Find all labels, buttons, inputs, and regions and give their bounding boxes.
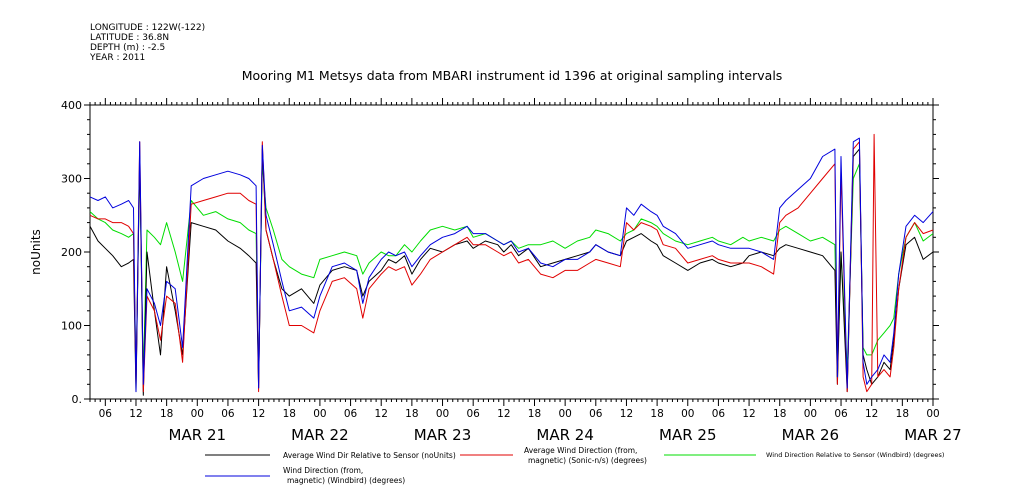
x-hour-tick-label: 00 — [681, 408, 694, 420]
x-hour-tick-label: 12 — [742, 408, 755, 420]
x-hour-tick-label: 12 — [129, 408, 142, 420]
x-hour-tick-label: 18 — [283, 408, 296, 420]
meta-longitude: LONGITUDE : 122W(-122) — [90, 23, 205, 33]
y-tick-label: 400 — [61, 99, 82, 112]
y-tick-label: 200 — [61, 246, 82, 259]
x-hour-tick-label: 12 — [865, 408, 878, 420]
x-axis: 06 12 18 00 06 12 18 00 06 12 18 00 06 12 18 00 06 12 18 00… — [89, 98, 962, 444]
series-line-1 — [89, 133, 934, 393]
x-hour-tick-label: 06 — [712, 408, 726, 420]
y-tick-label: 300 — [61, 173, 82, 186]
x-hour-tick-label: 00 — [436, 408, 449, 420]
x-hour-tick-label: 18 — [773, 408, 786, 420]
x-hour-tick-label: 12 — [620, 408, 633, 420]
x-hour-tick-label: 18 — [528, 408, 541, 420]
chart-title: Mooring M1 Metsys data from MBARI instru… — [242, 68, 783, 83]
x-hour-tick-label: 06 — [466, 408, 480, 420]
x-hour-tick-label: 06 — [221, 408, 235, 420]
y-tick-label: 100 — [61, 320, 82, 333]
x-day-label: MAR 21 — [169, 426, 226, 444]
x-day-label: MAR 24 — [536, 426, 593, 444]
x-hour-tick-label: 00 — [313, 408, 326, 420]
x-hour-tick-label: 12 — [497, 408, 510, 420]
legend: Average Wind Dir Relative to Sensor (noU… — [205, 446, 944, 485]
x-hour-tick-label: 18 — [650, 408, 663, 420]
legend-label-sonic-2: magnetic) (Sonic-n/s) (degrees) — [528, 456, 647, 465]
x-day-label: MAR 25 — [659, 426, 716, 444]
x-hour-tick-label: 00 — [558, 408, 571, 420]
legend-label-relative-sensor: Average Wind Dir Relative to Sensor (noU… — [283, 451, 456, 460]
series-layer — [89, 133, 934, 396]
x-day-label: MAR 22 — [291, 426, 348, 444]
y-axis: 0. 100 200 300 400 — [61, 99, 939, 406]
legend-label-windbird-magnetic-1: Wind Direction (from, — [283, 466, 363, 475]
x-hour-tick-label: 06 — [344, 408, 358, 420]
x-hour-tick-label: 12 — [375, 408, 388, 420]
y-axis-label: noUnits — [29, 229, 43, 275]
x-hour-tick-label: 18 — [160, 408, 173, 420]
x-hour-tick-label: 06 — [834, 408, 848, 420]
x-day-label: MAR 26 — [782, 426, 839, 444]
y-tick-label: 0. — [72, 393, 83, 406]
x-hour-tick-label: 00 — [191, 408, 204, 420]
meta-year: YEAR : 2011 — [89, 53, 145, 63]
x-day-label: MAR 27 — [904, 426, 961, 444]
x-hour-tick-label: 06 — [99, 408, 113, 420]
legend-label-windbird-magnetic-2: magnetic) (Windbird) (degrees) — [287, 476, 405, 485]
legend-label-windbird-relative: Wind Direction Relative to Sensor (Windb… — [766, 451, 944, 459]
meta-depth: DEPTH (m) : -2.5 — [90, 43, 165, 53]
meta-latitude: LATITUDE : 36.8N — [90, 33, 169, 43]
x-day-label: MAR 23 — [414, 426, 471, 444]
x-hour-tick-label: 18 — [896, 408, 909, 420]
series-line-0 — [89, 148, 934, 396]
legend-label-sonic-1: Average Wind Direction (from, — [524, 446, 637, 455]
series-line-3 — [89, 137, 934, 393]
x-hour-tick-label: 18 — [405, 408, 418, 420]
x-hour-tick-label: 00 — [926, 408, 939, 420]
x-hour-tick-label: 12 — [252, 408, 265, 420]
x-hour-tick-label: 00 — [804, 408, 817, 420]
x-hour-tick-label: 06 — [589, 408, 603, 420]
metadata-block: LONGITUDE : 122W(-122) LATITUDE : 36.8N … — [89, 23, 205, 63]
